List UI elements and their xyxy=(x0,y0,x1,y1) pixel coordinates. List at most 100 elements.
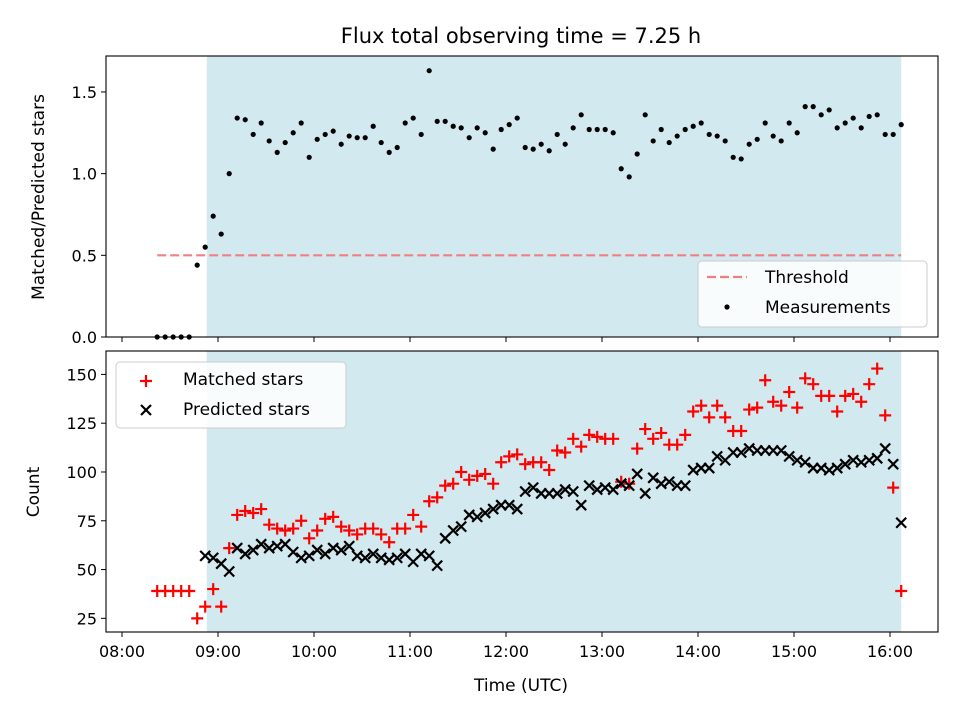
x-tick-label: 15:00 xyxy=(771,642,817,661)
measurement-point xyxy=(818,112,824,118)
measurement-point xyxy=(266,138,272,144)
x-axis-label: Time (UTC) xyxy=(473,676,568,696)
matched-star-marker xyxy=(575,440,588,453)
measurement-point xyxy=(858,125,864,131)
matched-star-marker xyxy=(695,399,708,412)
measurement-point xyxy=(850,115,856,121)
x-tick-label: 10:00 xyxy=(291,642,337,661)
measurement-point xyxy=(202,244,208,250)
y-tick-label: 75 xyxy=(77,512,97,531)
matched-star-marker xyxy=(895,585,908,598)
predicted-star-marker xyxy=(503,499,515,511)
predicted-star-marker xyxy=(879,442,891,455)
matched-star-marker xyxy=(863,378,876,391)
matched-star-marker xyxy=(703,411,716,424)
chart-title: Flux total observing time = 7.25 h xyxy=(341,24,701,48)
measurement-point xyxy=(226,171,232,177)
x-tick-label: 09:00 xyxy=(195,642,241,661)
matched-star-marker xyxy=(471,469,484,482)
predicted-legend-swatch xyxy=(140,404,152,416)
measurement-point xyxy=(402,120,408,126)
predicted-star-marker xyxy=(319,548,331,560)
predicted-star-marker xyxy=(511,503,523,515)
measurement-point xyxy=(450,123,456,129)
measurement-point xyxy=(682,126,688,133)
y-tick-label: 25 xyxy=(77,609,97,628)
matched-star-marker xyxy=(327,510,340,523)
measurement-point xyxy=(474,125,480,131)
measurement-point xyxy=(770,133,776,139)
measurement-point xyxy=(346,133,352,139)
measurement-point xyxy=(866,113,872,120)
predicted-star-marker xyxy=(895,516,907,529)
matched-star-marker xyxy=(519,458,532,471)
matched-star-marker xyxy=(647,432,660,445)
y-tick-label: 50 xyxy=(77,561,97,580)
matched-star-marker xyxy=(543,464,556,477)
measurement-point xyxy=(378,139,384,146)
predicted-star-marker xyxy=(487,503,499,515)
matched-star-marker xyxy=(183,585,196,598)
predicted-star-marker xyxy=(647,472,659,484)
predicted-legend-label: Predicted stars xyxy=(183,400,310,420)
matched-star-marker xyxy=(879,409,892,422)
predicted-star-marker xyxy=(247,544,259,556)
matched-star-marker xyxy=(551,444,564,457)
measurement-point xyxy=(562,141,568,147)
y-tick-label: 0.5 xyxy=(72,246,97,265)
measurement-point xyxy=(482,130,488,136)
predicted-star-marker xyxy=(223,565,235,578)
predicted-star-marker xyxy=(255,538,267,550)
matched-star-marker xyxy=(375,528,388,541)
matched-star-marker xyxy=(287,522,300,535)
measurement-point xyxy=(706,131,712,138)
measurement-point xyxy=(714,133,720,139)
matched-star-marker xyxy=(679,428,692,441)
measurement-point xyxy=(746,141,752,147)
matched-star-marker xyxy=(199,600,212,613)
matched-star-marker xyxy=(271,522,284,535)
measurement-point xyxy=(394,144,400,151)
predicted-star-marker xyxy=(735,446,747,459)
predicted-star-marker xyxy=(207,552,219,564)
predicted-star-marker xyxy=(575,499,587,511)
measurement-point xyxy=(322,131,328,138)
measurement-point xyxy=(258,120,264,126)
measurement-point xyxy=(658,126,664,133)
measurement-point xyxy=(762,120,768,126)
predicted-stars-points xyxy=(199,442,907,578)
predicted-star-marker xyxy=(623,479,635,492)
measurement-point xyxy=(282,139,288,146)
matched-star-marker xyxy=(455,465,468,478)
y-tick-label: 125 xyxy=(66,414,97,433)
predicted-star-marker xyxy=(343,540,355,552)
measurement-point xyxy=(882,131,888,138)
measurement-point xyxy=(314,136,320,142)
matched-star-marker xyxy=(607,432,620,445)
matched-star-marker xyxy=(367,522,380,535)
matched-star-marker xyxy=(799,372,812,385)
matched-star-marker xyxy=(431,491,444,504)
matched-legend-swatch xyxy=(140,375,152,387)
predicted-star-marker xyxy=(479,507,491,519)
measurement-point xyxy=(594,126,600,133)
matched-star-marker xyxy=(623,477,636,490)
predicted-star-marker xyxy=(639,487,651,500)
matched-star-marker xyxy=(655,426,668,439)
matched-star-marker xyxy=(487,477,500,490)
measurement-point xyxy=(298,120,304,126)
measurement-point xyxy=(242,117,248,123)
predicted-star-marker xyxy=(631,468,643,480)
predicted-star-marker xyxy=(335,544,347,556)
count-panel: 25 50 75 100 125 150 08:00 09:00 10:00 11:00 12:0… xyxy=(24,350,939,696)
matched-star-marker xyxy=(343,524,356,537)
x-tick-label: 13:00 xyxy=(579,642,625,661)
matched-star-marker xyxy=(751,401,764,414)
bottom-axes-frame xyxy=(105,350,939,633)
top-y-ticks: 0.0 0.5 1.0 1.5 xyxy=(72,83,106,347)
measurement-point xyxy=(634,151,640,157)
predicted-star-marker xyxy=(359,552,371,564)
matched-star-marker xyxy=(559,446,572,459)
matched-star-marker xyxy=(791,401,804,414)
measurement-point xyxy=(234,115,240,121)
